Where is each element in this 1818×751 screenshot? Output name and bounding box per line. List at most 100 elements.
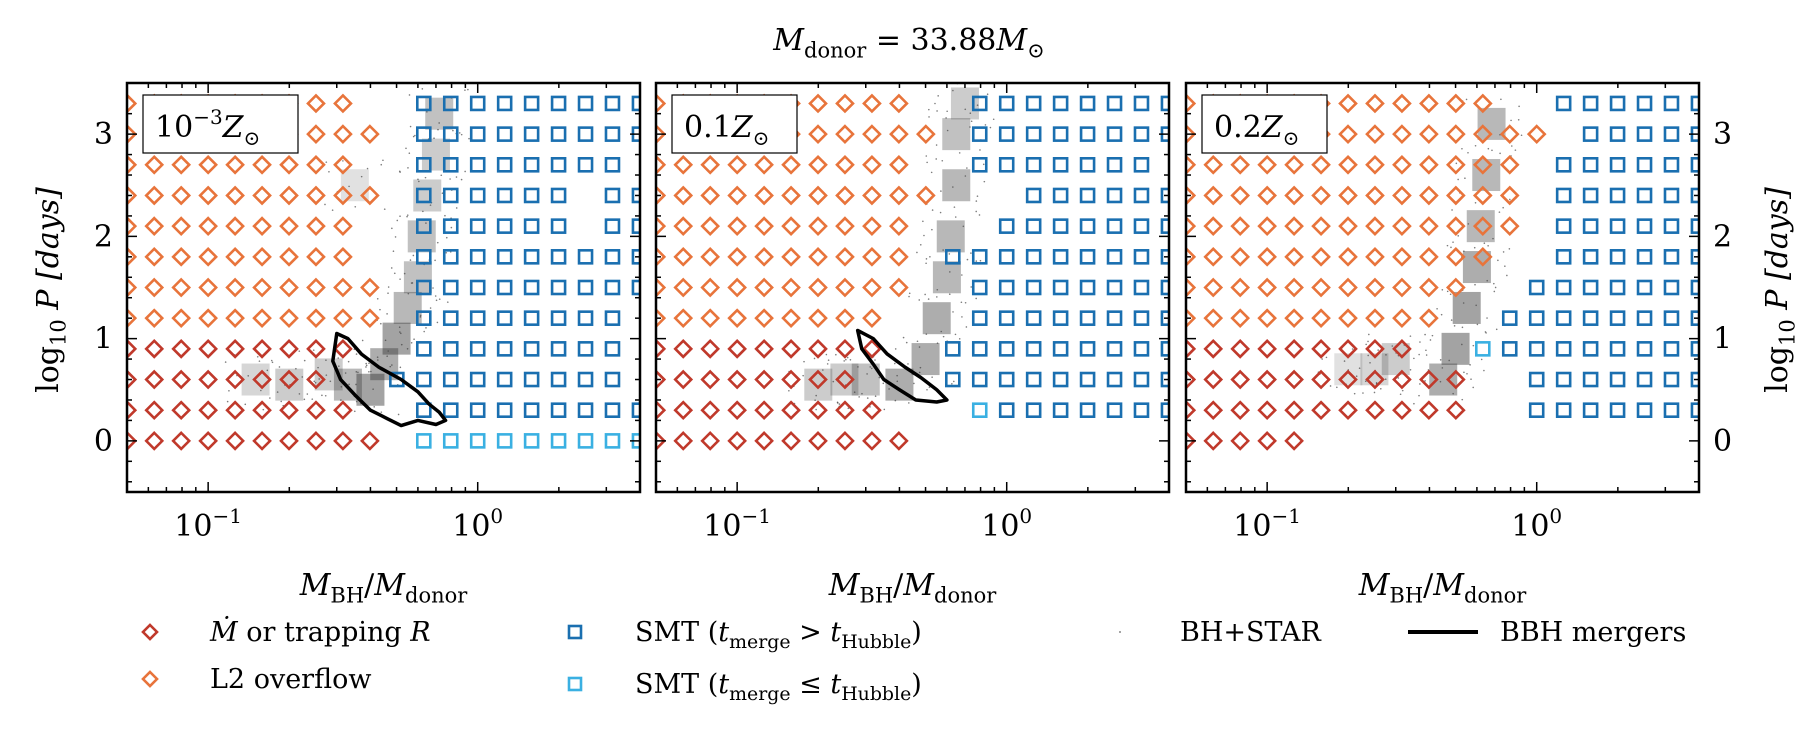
l2-overflow-marker — [862, 154, 882, 175]
smt-long-marker — [550, 402, 567, 419]
bh-star-point — [843, 360, 845, 362]
mdot-trapping-marker — [727, 339, 747, 359]
smt-long-marker — [442, 126, 459, 142]
bh-star-point — [1474, 283, 1476, 286]
bh-star-point — [1463, 250, 1465, 252]
bh-star-point — [1461, 326, 1464, 329]
l2-overflow-marker — [306, 277, 326, 298]
smt-long-marker — [442, 279, 459, 296]
smt-long-marker — [1582, 218, 1599, 234]
bh-star-point — [1368, 333, 1370, 336]
bh-star-point — [913, 382, 915, 385]
bh-star-point — [429, 204, 432, 206]
mdot-trapping-marker — [1365, 400, 1385, 421]
smt-long-marker — [1079, 157, 1096, 173]
mdot-trapping-marker — [171, 369, 192, 390]
bh-star-point — [942, 249, 944, 251]
l2-overflow-marker — [862, 185, 882, 206]
smt-long-marker — [1025, 157, 1042, 173]
smt-long-marker — [1663, 341, 1680, 357]
bh-star-point — [419, 316, 422, 318]
smt-long-marker — [1052, 95, 1069, 112]
figure-title-part: ⊙ — [1027, 39, 1045, 63]
mdot-trapping-marker — [252, 400, 272, 421]
bh-star-point — [406, 214, 409, 216]
bh-star-point — [979, 149, 981, 151]
l2-overflow-marker — [225, 246, 245, 267]
smt-long-marker — [1528, 402, 1545, 419]
bh-star-point — [1452, 241, 1454, 243]
l2-overflow-marker — [171, 308, 192, 329]
l2-overflow-marker — [252, 246, 272, 267]
l2-overflow-marker — [1230, 216, 1251, 236]
l2-overflow-marker — [144, 277, 165, 298]
x-axis-label-part: M — [1432, 568, 1465, 603]
bh-star-point — [399, 366, 402, 369]
bh-star-point — [1464, 177, 1466, 180]
l2-overflow-marker — [862, 246, 882, 267]
smt-short-marker — [523, 433, 540, 449]
l2-overflow-marker — [781, 185, 801, 206]
bh-star-point — [1493, 282, 1495, 285]
bh-star-point — [407, 167, 409, 169]
bh-star-point — [882, 382, 885, 385]
smt-long-marker — [1106, 187, 1123, 204]
l2-overflow-marker — [1446, 277, 1466, 298]
smt-long-marker — [1133, 218, 1150, 234]
legend-item: Ṁ or trapping R — [141, 615, 431, 648]
l2-overflow-marker — [225, 277, 245, 298]
mdot-trapping-marker — [1257, 369, 1277, 390]
bh-star-point — [1397, 377, 1400, 379]
bh-star-point — [1373, 391, 1376, 394]
smt-long-marker — [1052, 341, 1069, 357]
bh-star-point — [1321, 358, 1323, 360]
mdot-trapping-marker — [700, 431, 721, 451]
bh-star-point — [338, 365, 340, 367]
smt-long-marker — [1609, 157, 1626, 173]
smt-long-marker — [523, 371, 540, 388]
legend-label-part: ) — [911, 617, 922, 648]
l2-overflow-marker — [1365, 154, 1385, 175]
bh-star-point — [324, 394, 327, 397]
plot-area — [127, 88, 640, 451]
bh-star-point — [433, 137, 435, 139]
bh-star-point — [1510, 119, 1512, 122]
bh-star-point — [984, 124, 987, 126]
mdot-trapping-marker — [1230, 400, 1251, 421]
l2-overflow-marker — [754, 277, 774, 298]
smt-long-marker — [1106, 95, 1123, 112]
mdot-trapping-marker — [808, 431, 828, 451]
bh-star-point — [370, 370, 372, 373]
bh-star-point — [846, 356, 849, 359]
mdot-trapping-marker — [279, 369, 299, 390]
smt-long-marker — [1133, 279, 1150, 296]
l2-overflow-marker — [1338, 246, 1358, 267]
smt-long-marker — [415, 341, 432, 357]
l2-overflow-marker — [1472, 246, 1493, 267]
smt-long-marker — [577, 95, 594, 112]
mdot-trapping-marker — [1257, 400, 1277, 421]
smt-long-marker — [1555, 157, 1572, 173]
bh-star-point — [311, 398, 314, 400]
smt-long-marker — [1079, 279, 1096, 296]
l2-overflow-marker — [1472, 154, 1493, 175]
x-tick-label: 100 — [452, 504, 503, 544]
panel-label: 10−3Z⊙ — [155, 105, 260, 150]
smt-long-marker — [1133, 187, 1150, 204]
smt-long-marker — [971, 249, 988, 265]
bh-star-point — [435, 299, 438, 302]
smt-long-marker — [577, 126, 594, 142]
bh-star-point — [948, 253, 951, 255]
bh-star-point — [935, 144, 938, 146]
y-axis-label-right-text-part: 10 — [1776, 319, 1800, 346]
bh-star-point — [425, 327, 427, 329]
bh-star-point — [976, 195, 979, 197]
l2-overflow-marker — [306, 185, 326, 206]
bh-star-point — [389, 365, 392, 368]
bh-star-point — [1418, 353, 1420, 356]
panel-label-part: 0.2 — [1214, 110, 1262, 145]
bh-star-point — [1485, 332, 1487, 334]
l2-overflow-marker — [1446, 124, 1466, 144]
l2-overflow-marker — [1446, 246, 1466, 267]
